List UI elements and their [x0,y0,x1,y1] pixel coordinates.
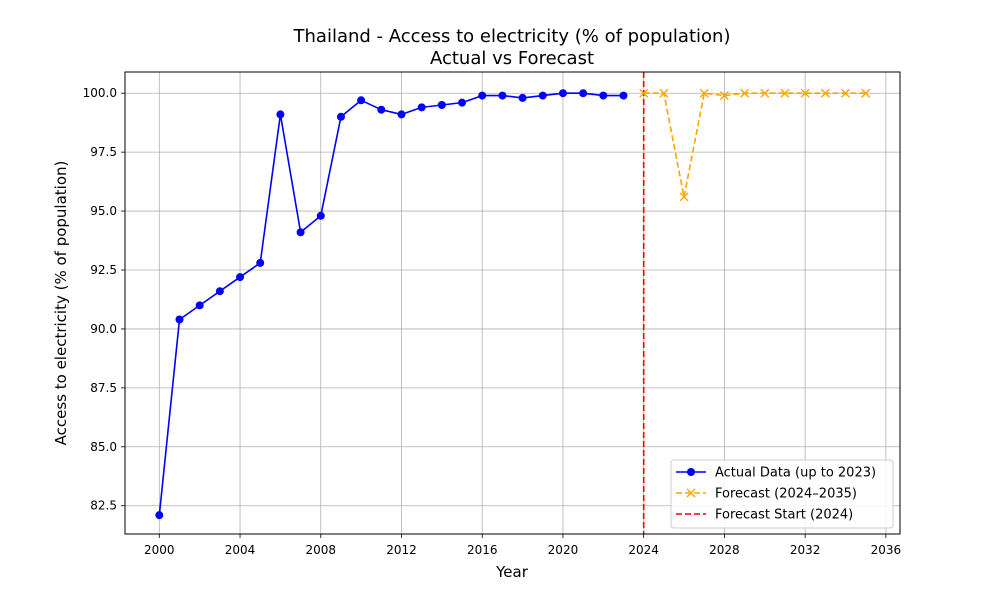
x-tick-label: 2020 [548,543,579,557]
actual-point [236,273,245,282]
x-marker-stroke [686,488,696,498]
legend-swatch-marker [686,488,696,498]
chart-title: Thailand - Access to electricity (% of p… [293,26,731,47]
x-marker-stroke [780,88,790,98]
actual-point [478,91,487,100]
grid [125,72,900,534]
y-tick-label: 95.0 [90,204,117,218]
x-marker-stroke [699,88,709,98]
actual-point [518,93,527,102]
legend-box [670,459,894,529]
forecast-point [679,192,689,202]
x-marker-stroke [679,192,689,202]
actual-point [538,91,547,100]
actual-point [336,112,345,121]
actual-point [458,98,467,107]
actual-point [558,89,567,98]
legend-swatch-marker [687,468,695,476]
y-tick-label: 82.5 [90,499,117,513]
actual-point [316,211,325,220]
x-marker-stroke [740,88,750,98]
forecast-series [639,88,871,202]
actual-point [175,315,184,324]
actual-point [579,89,588,98]
legend-label: Forecast (2024–2035) [715,487,857,502]
actual-point [296,228,305,237]
actual-point [357,96,366,105]
x-tick-label: 2036 [871,543,902,557]
forecast-point [659,88,669,98]
x-marker-stroke [861,88,871,98]
actual-point [397,110,406,119]
x-tick-label: 2008 [305,543,336,557]
actual-point [195,301,204,310]
actual-point [276,110,285,119]
forecast-line [643,92,866,198]
y-tick-label: 90.0 [90,322,117,336]
x-tick-label: 2028 [709,543,740,557]
forecast-point [639,88,649,98]
forecast-point [820,88,830,98]
x-axis-label: Year [495,563,529,581]
y-tick-label: 92.5 [90,263,117,277]
y-tick-label: 100.0 [83,86,117,100]
forecast-point [740,88,750,98]
forecast-point [841,88,851,98]
chart-subtitle: Actual vs Forecast [430,48,594,69]
y-axis-label: Access to electricity (% of population) [52,161,70,446]
x-marker-stroke [800,88,810,98]
x-marker-stroke [841,88,851,98]
actual-point [417,103,426,112]
x-marker-stroke [659,88,669,98]
legend-item-actual: Actual Data (up to 2023) [676,466,876,481]
forecast-point [800,88,810,98]
legend-item-forecast: Forecast (2024–2035) [676,487,857,502]
actual-point [155,511,164,520]
x-marker-stroke [639,88,649,98]
x-tick-label: 2024 [628,543,659,557]
x-marker-stroke [820,88,830,98]
forecast-point [760,88,770,98]
x-axis-ticks: 2000 2004 2008 2012 2016 2020 2024 2028 2032 2036 [144,534,901,557]
y-tick-label: 85.0 [90,440,117,454]
forecast-point [699,88,709,98]
actual-point [619,91,628,100]
x-tick-label: 2012 [386,543,417,557]
x-tick-label: 2032 [790,543,821,557]
forecast-point [719,91,729,101]
actual-line [158,92,624,516]
actual-point [377,105,386,114]
series [155,88,871,520]
x-tick-label: 2000 [144,543,175,557]
x-marker-stroke [719,91,729,101]
actual-series [155,89,628,520]
legend-label: Forecast Start (2024) [715,508,853,523]
actual-point [498,91,507,100]
y-tick-label: 87.5 [90,381,117,395]
x-tick-label: 2004 [225,543,256,557]
actual-point [437,101,446,109]
legend: Actual Data (up to 2023) Forecast (2024–2… [670,459,894,529]
y-tick-label: 97.5 [90,145,117,159]
legend-item-forecast-start: Forecast Start (2024) [676,508,853,523]
actual-point [215,287,224,296]
y-axis-ticks: 82.5 85.0 87.5 90.0 92.5 95.0 97.5 100.0 [83,86,125,513]
actual-point [256,258,265,267]
actual-point [599,91,608,100]
legend-label: Actual Data (up to 2023) [715,466,876,481]
plot-frame [124,71,901,535]
forecast-point [861,88,871,98]
x-tick-label: 2016 [467,543,498,557]
forecast-point [780,88,790,98]
x-marker-stroke [760,88,770,98]
